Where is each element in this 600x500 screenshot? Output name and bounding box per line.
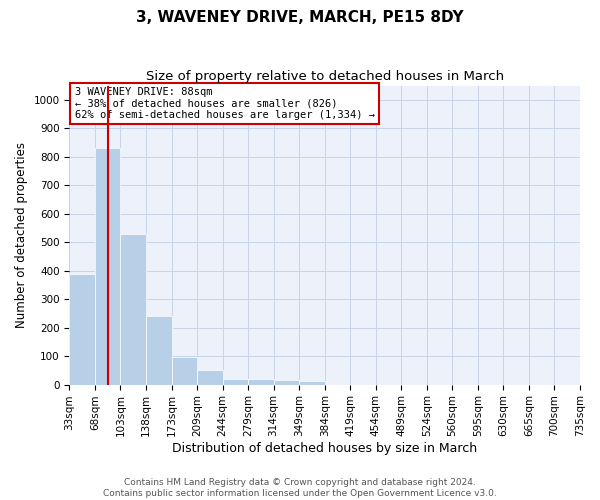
- Bar: [248, 380, 274, 384]
- X-axis label: Distribution of detached houses by size in March: Distribution of detached houses by size …: [172, 442, 477, 455]
- Bar: [172, 357, 197, 384]
- Bar: [121, 234, 146, 384]
- Y-axis label: Number of detached properties: Number of detached properties: [15, 142, 28, 328]
- Bar: [95, 148, 121, 384]
- Text: Contains HM Land Registry data © Crown copyright and database right 2024.
Contai: Contains HM Land Registry data © Crown c…: [103, 478, 497, 498]
- Text: 3 WAVENEY DRIVE: 88sqm
← 38% of detached houses are smaller (826)
62% of semi-de: 3 WAVENEY DRIVE: 88sqm ← 38% of detached…: [74, 87, 374, 120]
- Title: Size of property relative to detached houses in March: Size of property relative to detached ho…: [146, 70, 504, 83]
- Bar: [223, 379, 248, 384]
- Bar: [70, 274, 95, 384]
- Bar: [197, 370, 223, 384]
- Text: 3, WAVENEY DRIVE, MARCH, PE15 8DY: 3, WAVENEY DRIVE, MARCH, PE15 8DY: [136, 10, 464, 25]
- Bar: [274, 380, 299, 384]
- Bar: [146, 316, 172, 384]
- Bar: [299, 382, 325, 384]
